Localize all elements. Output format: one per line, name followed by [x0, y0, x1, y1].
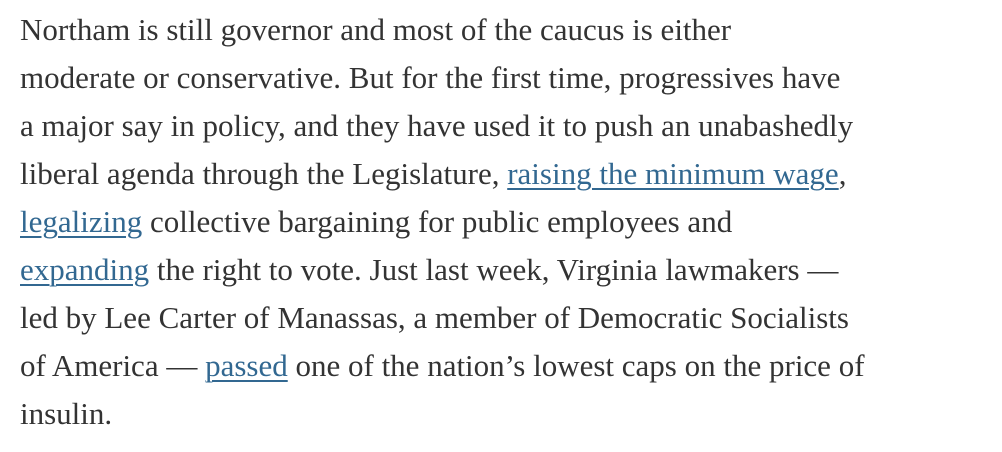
text: insulin.: [20, 396, 113, 431]
text-line: of America — passed one of the nation’s …: [20, 342, 1002, 390]
text: Northam is still governor and most of th…: [20, 12, 732, 47]
text: moderate or conservative. But for the fi…: [20, 60, 841, 95]
text: one of the nation’s lowest caps on the p…: [287, 348, 865, 383]
link[interactable]: raising the minimum wage: [507, 156, 839, 191]
link[interactable]: legalizing: [20, 204, 143, 239]
text: a major say in policy, and they have use…: [20, 108, 854, 143]
text-line: led by Lee Carter of Manassas, a member …: [20, 294, 1002, 342]
text: collective bargaining for public employe…: [142, 204, 733, 239]
text-line: insulin.: [20, 390, 1002, 438]
text: of America —: [20, 348, 206, 383]
text-line: moderate or conservative. But for the fi…: [20, 54, 1002, 102]
text-line: a major say in policy, and they have use…: [20, 102, 1002, 150]
text-line: expanding the right to vote. Just last w…: [20, 246, 1002, 294]
text-line: liberal agenda through the Legislature, …: [20, 150, 1002, 198]
link[interactable]: expanding: [20, 252, 150, 287]
text: liberal agenda through the Legislature,: [20, 156, 508, 191]
text: ,: [838, 156, 847, 191]
text-line: legalizing collective bargaining for pub…: [20, 198, 1002, 246]
text: led by Lee Carter of Manassas, a member …: [20, 300, 849, 335]
text-line: Northam is still governor and most of th…: [20, 6, 1002, 54]
link[interactable]: passed: [205, 348, 288, 383]
text: the right to vote. Just last week, Virgi…: [149, 252, 839, 287]
